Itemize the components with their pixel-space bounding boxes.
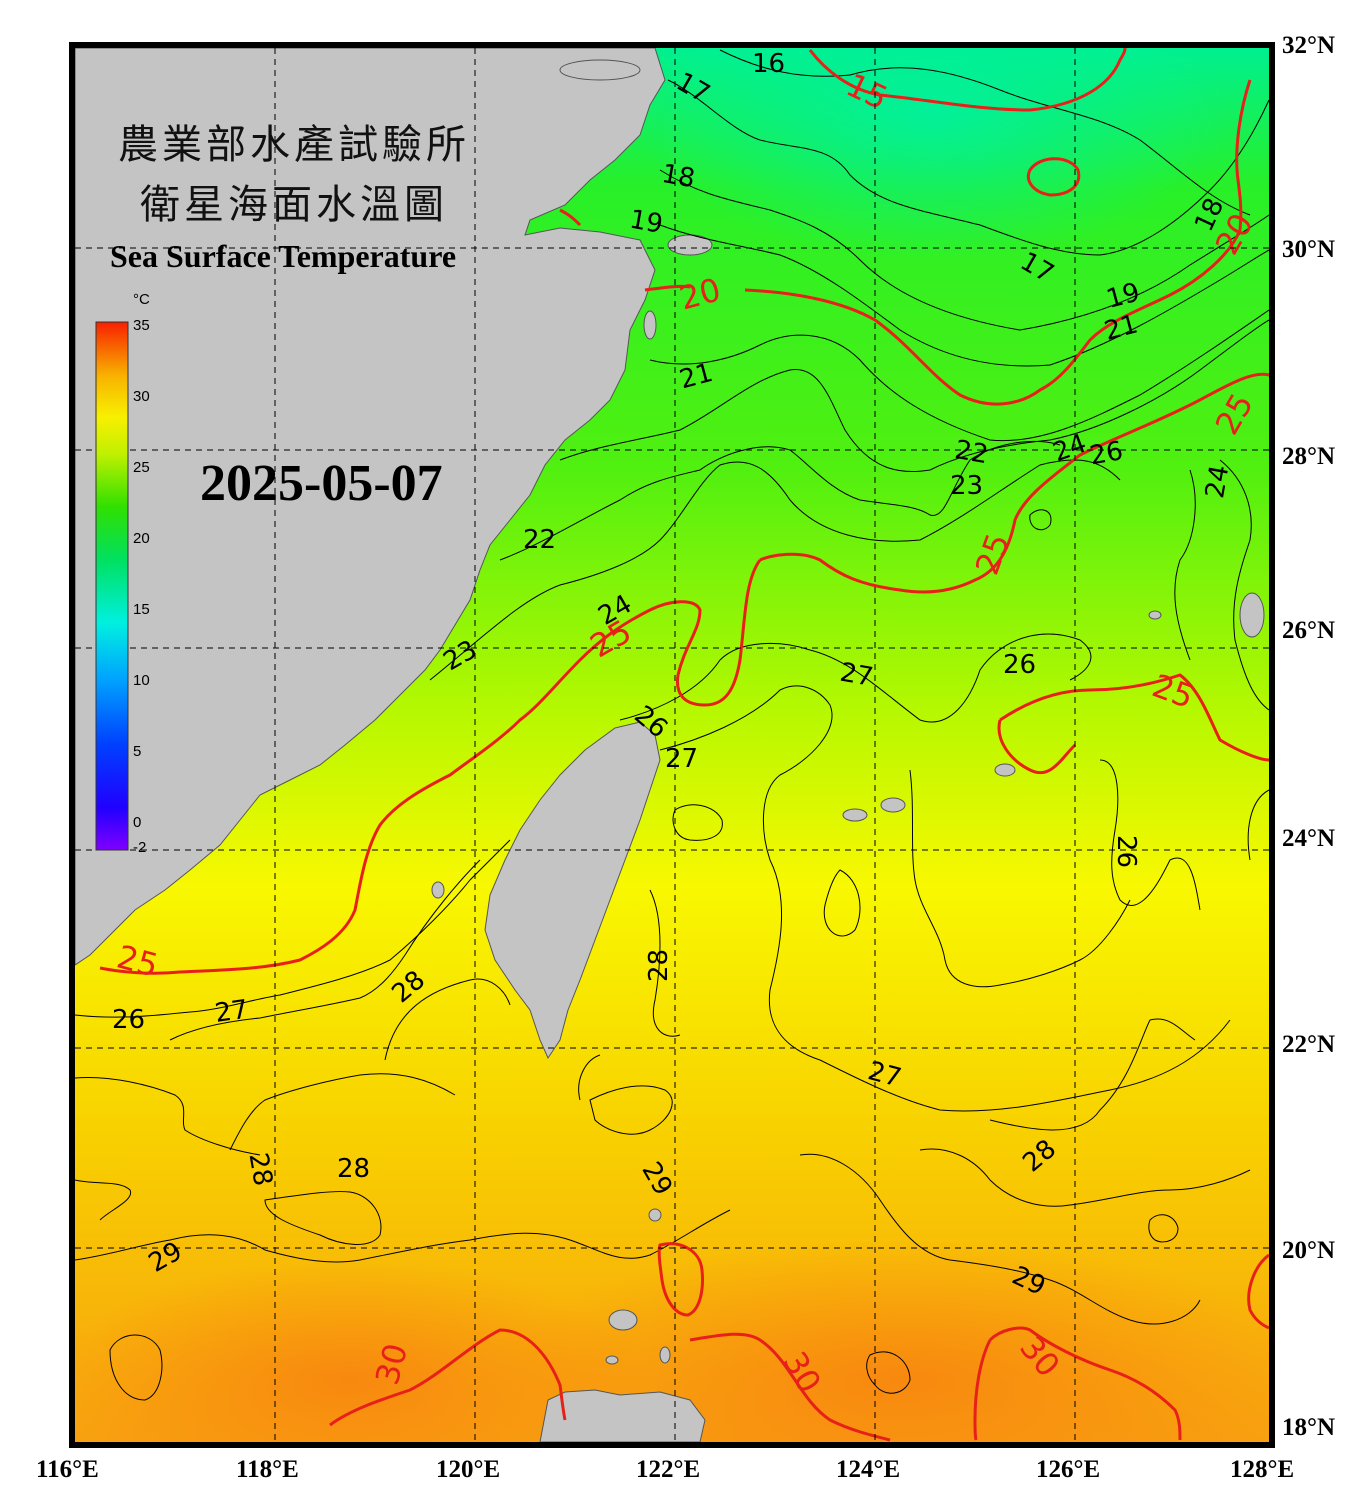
contour-label: 18 (659, 159, 697, 194)
y-tick-label: 30°N (1282, 236, 1335, 263)
contour-label: 27 (665, 744, 698, 774)
black-isotherms (75, 49, 1269, 1401)
luzon-island (539, 1389, 706, 1442)
contour-label: 24 (1200, 463, 1235, 501)
x-tick-label: 122°E (636, 1456, 700, 1483)
colorbar-tick: 10 (133, 672, 150, 689)
contour-label: 22 (523, 525, 556, 555)
y-tick-label: 28°N (1282, 443, 1335, 470)
colorbar-unit: °C (133, 291, 150, 308)
contour-label: 26 (1003, 650, 1036, 680)
title-en: Sea Surface Temperature (110, 238, 456, 274)
y-tick-label: 18°N (1282, 1414, 1335, 1441)
island (605, 1355, 619, 1365)
x-axis-labels: 116°E 118°E 120°E 122°E 124°E 126°E 128°… (36, 1456, 1294, 1483)
x-tick-label: 118°E (236, 1456, 299, 1483)
map-date: 2025-05-07 (200, 455, 443, 512)
colorbar: °C 35 30 25 20 15 10 5 0 -2 (95, 291, 150, 856)
island (559, 59, 641, 81)
island (648, 1208, 662, 1222)
colorbar-tick: 0 (133, 814, 141, 831)
x-tick-label: 116°E (36, 1456, 99, 1483)
x-tick-label: 124°E (836, 1456, 900, 1483)
colorbar-ramp (95, 321, 129, 851)
x-tick-label: 126°E (1036, 1456, 1100, 1483)
island (842, 808, 868, 822)
contour-label: 26 (1111, 835, 1141, 868)
y-axis-labels: 32°N 30°N 28°N 26°N 24°N 22°N 20°N 18°N (1282, 32, 1335, 1441)
china-mainland (75, 48, 666, 966)
colorbar-tick: 20 (133, 530, 150, 547)
contour-label: 19 (627, 205, 665, 240)
colorbar-tick: 25 (133, 459, 150, 476)
island (431, 881, 445, 899)
island (1239, 592, 1265, 638)
y-tick-label: 22°N (1282, 1031, 1335, 1058)
island (608, 1309, 638, 1331)
contour-label: 28 (243, 1150, 278, 1188)
island (643, 310, 657, 340)
contour-label: 16 (752, 49, 785, 79)
contour-label: 27 (838, 658, 876, 693)
contour-label: 28 (337, 1154, 370, 1184)
contour-label: 22 (953, 435, 991, 470)
colorbar-tick: 15 (133, 601, 150, 618)
contour-label: 26 (112, 1005, 145, 1035)
island (994, 763, 1016, 777)
taiwan-island (484, 721, 661, 1060)
colorbar-tick: 35 (133, 317, 150, 334)
y-tick-label: 24°N (1282, 825, 1335, 852)
colorbar-tick: -2 (133, 839, 146, 856)
colorbar-tick: 5 (133, 743, 141, 760)
contour-label: 26 (1087, 436, 1125, 471)
island (880, 797, 906, 813)
title-cn-line2: 衛星海面水溫圖 (140, 182, 448, 228)
title-cn-line1: 農業部水產試驗所 (118, 122, 470, 168)
graticule (75, 48, 1269, 1442)
colorbar-tick: 30 (133, 388, 150, 405)
island (1148, 610, 1162, 620)
contour-label: 23 (950, 471, 983, 501)
x-tick-label: 128°E (1230, 1456, 1294, 1483)
map-frame (69, 42, 1275, 1448)
contour-label: 27 (213, 995, 250, 1029)
red-isotherms (99, 48, 1269, 1442)
landmass (75, 48, 1265, 1442)
y-tick-label: 20°N (1282, 1237, 1335, 1264)
y-tick-label: 32°N (1282, 32, 1335, 59)
y-tick-label: 26°N (1282, 617, 1335, 644)
island (659, 1346, 671, 1364)
x-tick-label: 120°E (436, 1456, 500, 1483)
contour-label: 28 (644, 949, 674, 982)
